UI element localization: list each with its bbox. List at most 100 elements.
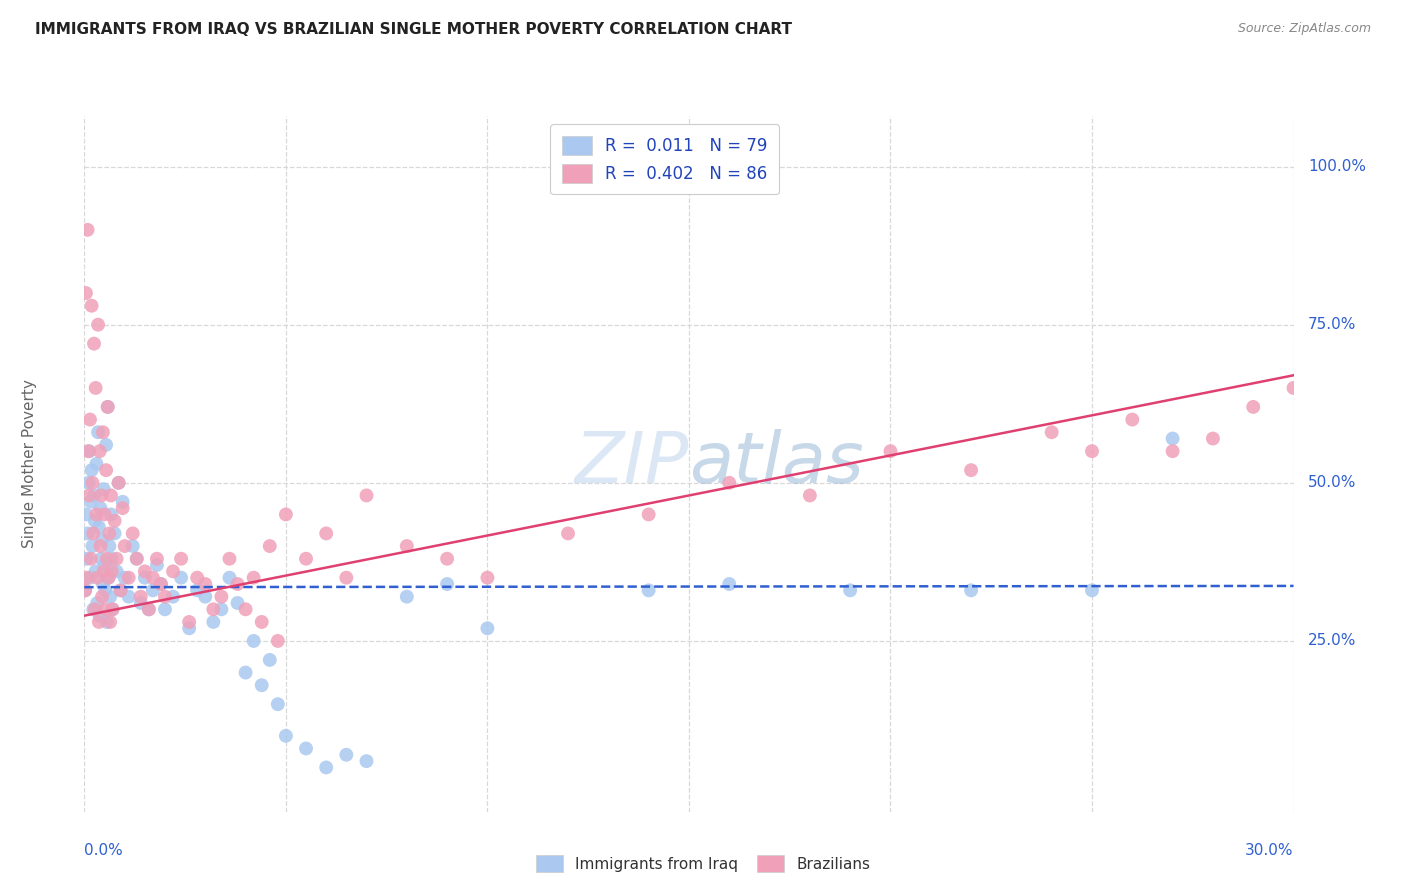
Point — [111, 495, 134, 509]
Point — [98, 526, 121, 541]
Point — [100, 565, 122, 579]
Point — [90, 551, 112, 566]
Point — [395, 590, 418, 604]
Point — [80, 551, 103, 566]
Point — [118, 571, 141, 585]
Legend: R =  0.011   N = 79, R =  0.402   N = 86: R = 0.011 N = 79, R = 0.402 N = 86 — [550, 124, 779, 194]
Point — [110, 583, 132, 598]
Point — [226, 577, 249, 591]
Text: 75.0%: 75.0% — [1308, 318, 1357, 332]
Point — [87, 520, 110, 534]
Text: IMMIGRANTS FROM IRAQ VS BRAZILIAN SINGLE MOTHER POVERTY CORRELATION CHART: IMMIGRANTS FROM IRAQ VS BRAZILIAN SINGLE… — [35, 22, 792, 37]
Point — [138, 602, 160, 616]
Point — [98, 539, 121, 553]
Point — [356, 488, 378, 502]
Point — [718, 577, 741, 591]
Point — [83, 336, 105, 351]
Point — [79, 571, 101, 585]
Text: 25.0%: 25.0% — [1308, 633, 1357, 648]
Point — [94, 463, 117, 477]
Point — [84, 565, 107, 579]
Point — [76, 526, 98, 541]
Point — [105, 551, 128, 566]
Point — [83, 514, 105, 528]
Point — [395, 539, 418, 553]
Point — [129, 596, 152, 610]
Point — [209, 602, 232, 616]
Point — [315, 526, 337, 541]
Point — [87, 615, 110, 629]
Point — [242, 634, 264, 648]
Point — [179, 615, 201, 629]
Point — [637, 583, 659, 598]
Point — [89, 444, 111, 458]
Point — [97, 400, 120, 414]
Point — [75, 583, 97, 598]
Point — [107, 475, 129, 490]
Point — [91, 533, 114, 547]
Point — [94, 438, 117, 452]
Point — [104, 514, 127, 528]
Text: 30.0%: 30.0% — [1246, 843, 1294, 858]
Point — [80, 495, 103, 509]
Point — [356, 754, 378, 768]
Point — [100, 508, 122, 522]
Point — [146, 558, 169, 572]
Point — [1081, 444, 1104, 458]
Point — [194, 577, 217, 591]
Point — [295, 741, 318, 756]
Point — [149, 577, 172, 591]
Point — [105, 565, 128, 579]
Point — [76, 571, 98, 585]
Point — [162, 590, 184, 604]
Point — [97, 400, 120, 414]
Point — [76, 551, 98, 566]
Point — [107, 475, 129, 490]
Point — [218, 551, 240, 566]
Point — [77, 444, 100, 458]
Point — [114, 571, 136, 585]
Point — [839, 583, 862, 598]
Point — [1161, 444, 1184, 458]
Point — [335, 571, 357, 585]
Point — [146, 551, 169, 566]
Point — [93, 558, 115, 572]
Point — [209, 590, 232, 604]
Text: 100.0%: 100.0% — [1308, 159, 1367, 174]
Point — [125, 551, 148, 566]
Point — [315, 760, 337, 774]
Point — [100, 488, 122, 502]
Point — [101, 602, 124, 616]
Point — [83, 602, 105, 616]
Point — [84, 381, 107, 395]
Point — [879, 444, 901, 458]
Point — [267, 634, 290, 648]
Point — [960, 463, 983, 477]
Point — [250, 615, 273, 629]
Point — [94, 602, 117, 616]
Text: ZIP: ZIP — [575, 429, 689, 499]
Point — [91, 425, 114, 440]
Point — [93, 508, 115, 522]
Point — [1081, 583, 1104, 598]
Point — [718, 475, 741, 490]
Point — [75, 583, 97, 598]
Point — [75, 286, 97, 301]
Point — [83, 488, 105, 502]
Point — [1161, 432, 1184, 446]
Point — [295, 551, 318, 566]
Point — [436, 551, 458, 566]
Point — [77, 444, 100, 458]
Point — [76, 223, 98, 237]
Point — [91, 577, 114, 591]
Point — [80, 463, 103, 477]
Point — [170, 551, 193, 566]
Point — [89, 539, 111, 553]
Point — [250, 678, 273, 692]
Point — [89, 501, 111, 516]
Point — [89, 608, 111, 623]
Point — [218, 571, 240, 585]
Point — [110, 583, 132, 598]
Point — [87, 318, 110, 332]
Legend: Immigrants from Iraq, Brazilians: Immigrants from Iraq, Brazilians — [529, 847, 877, 880]
